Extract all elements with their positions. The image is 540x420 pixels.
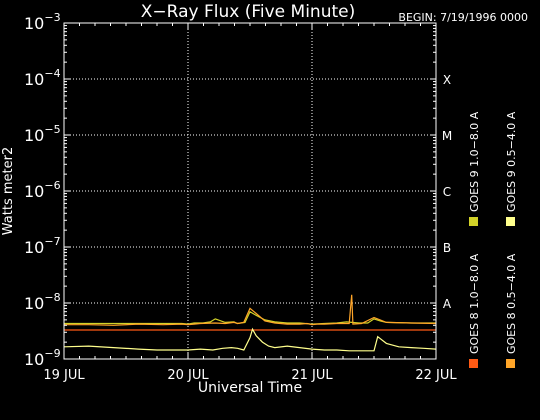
x-tick-label: 20 JUL	[167, 368, 209, 383]
flare-class-label: X	[443, 73, 451, 87]
legend-label: GOES 8 1.0−8.0 A	[468, 253, 481, 354]
y-tick-label: 10−4	[24, 67, 61, 89]
flare-class-label: B	[443, 241, 451, 255]
legend-swatch	[469, 217, 478, 226]
x-tick-label: 21 JUL	[291, 368, 333, 383]
legend-label: GOES 9 0.5−4.0 A	[505, 111, 518, 212]
series-group	[63, 294, 437, 352]
flare-class-label: M	[442, 129, 452, 143]
chart-title: X−Ray Flux (Five Minute)	[141, 2, 355, 22]
series-line	[64, 294, 437, 326]
legend-swatch	[506, 359, 515, 368]
legend-label: GOES 9 1.0−8.0 A	[468, 111, 481, 212]
x-tick-label: 22 JUL	[415, 368, 457, 383]
flare-class-label: A	[443, 297, 452, 311]
y-tick-label: 10−9	[24, 347, 61, 369]
begin-date-label: BEGIN: 7/19/1996 0000	[398, 11, 528, 24]
y-tick-label: 10−8	[24, 291, 61, 313]
y-axis-label: Watts meter2	[1, 147, 16, 235]
y-tick-label: 10−7	[24, 235, 61, 257]
legend-swatch	[469, 359, 478, 368]
legend-swatch	[506, 217, 515, 226]
series-line	[63, 327, 437, 352]
x-axis-label: Universal Time	[198, 380, 302, 396]
grid	[64, 23, 436, 359]
x-tick-label: 19 JUL	[43, 368, 85, 383]
flare-class-label: C	[443, 185, 451, 199]
axes: 10−9 10−8 10−7 10−6 10−5 10−4 10−3 19 JUL 20 JUL…	[24, 11, 457, 383]
y-tick-label: 10−6	[24, 179, 61, 201]
legend: GOES 8 1.0−8.0 A GOES 9 1.0−8.0 A GOES 8 0…	[468, 111, 518, 368]
y-tick-label: 10−3	[24, 11, 61, 33]
legend-label: GOES 8 0.5−4.0 A	[505, 253, 518, 354]
y-tick-label: 10−5	[24, 123, 61, 145]
